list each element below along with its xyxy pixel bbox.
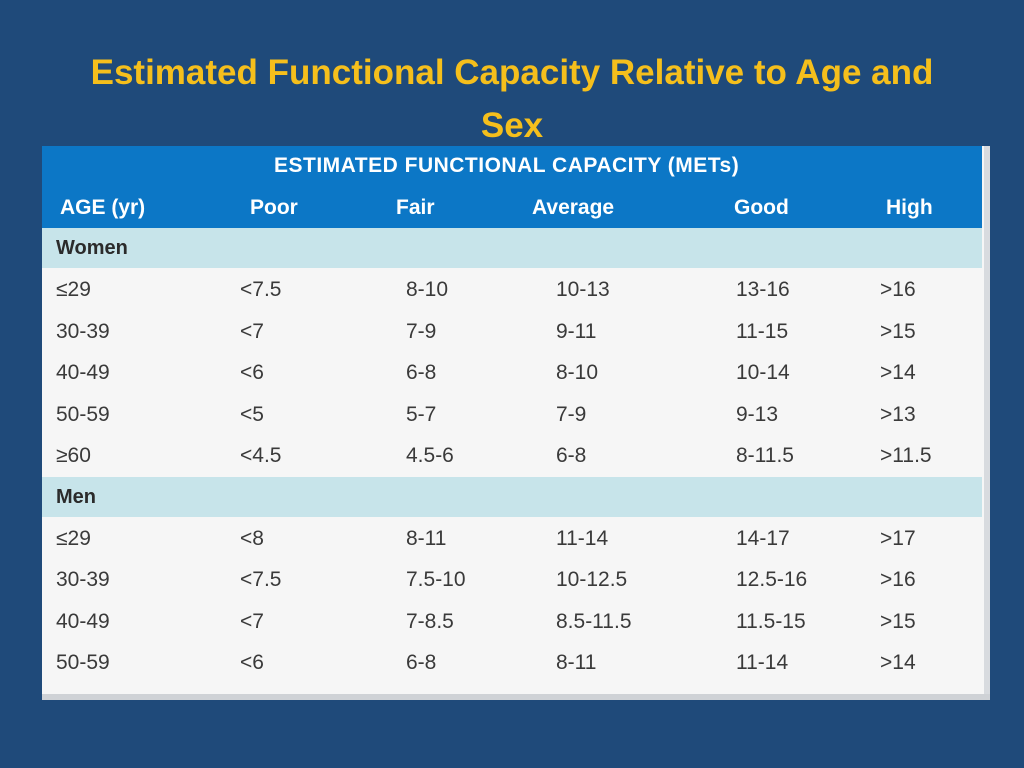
cell-high: >14 (880, 651, 916, 674)
cell-age: 40-49 (56, 361, 110, 384)
cell-high: >17 (880, 526, 916, 550)
cell-poor: <7 (240, 319, 264, 343)
cell-age: ≥60 (56, 444, 91, 467)
cell-average: 8-10 (556, 361, 599, 384)
table-group-header: ESTIMATED FUNCTIONAL CAPACITY (METs) (274, 154, 740, 177)
cell-age: 30-39 (56, 568, 110, 591)
cell-fair: 8-11 (406, 526, 447, 550)
cell-average: 7-9 (556, 402, 587, 426)
section-label: Men (56, 485, 96, 508)
cell-average: 10-12.5 (556, 568, 628, 591)
cell-high: >16 (880, 568, 916, 591)
cell-good: 8-11.5 (736, 444, 794, 467)
cell-poor: <7.5 (240, 568, 282, 591)
column-header-average: Average (532, 196, 615, 219)
cell-age: 50-59 (56, 651, 110, 674)
cell-fair: 7-9 (406, 319, 437, 343)
cell-fair: 5-7 (406, 402, 437, 426)
cell-good: 14-17 (736, 526, 790, 550)
cell-good: 10-14 (736, 361, 790, 384)
table-row: 30-39 <7.5 7.5-10 10-12.5 12.5-16 >16 (42, 559, 982, 600)
cell-age: ≤29 (56, 278, 91, 301)
table-row: 40-49 <7 7-8.5 8.5-11.5 11.5-15 >15 (42, 601, 982, 642)
cell-good: 11-15 (736, 319, 789, 343)
cell-average: 8.5-11.5 (556, 609, 632, 633)
cell-age: 50-59 (56, 402, 110, 426)
cell-good: 9-13 (736, 402, 779, 426)
cell-fair: 6-8 (406, 361, 437, 384)
cell-poor: <5 (240, 402, 264, 426)
table-header: ESTIMATED FUNCTIONAL CAPACITY (METs) AGE… (42, 146, 982, 228)
column-header-poor: Poor (250, 196, 298, 219)
table-row: ≥60 <4.5 4.5-6 6-8 8-11.5 >11.5 (42, 435, 982, 476)
table-row: ≤29 <7.5 8-10 10-13 13-16 >16 (42, 269, 982, 310)
cell-average: 9-11 (556, 319, 597, 343)
cell-fair: 8-10 (406, 278, 449, 301)
cell-high: >16 (880, 278, 916, 301)
column-header-good: Good (734, 196, 789, 219)
cell-high: >14 (880, 361, 916, 384)
cell-good: 13-16 (736, 278, 790, 301)
cell-average: 10-13 (556, 278, 610, 301)
metabolic-capacity-table: ESTIMATED FUNCTIONAL CAPACITY (METs) AGE… (42, 146, 990, 700)
cell-high: >11.5 (880, 444, 932, 467)
cell-poor: <7.5 (240, 278, 282, 301)
section-band: Women (42, 228, 982, 268)
table-row: 40-49 <6 6-8 8-10 10-14 >14 (42, 352, 982, 393)
cell-good: 11.5-15 (736, 609, 806, 633)
cell-average: 11-14 (556, 526, 609, 550)
table-row: 50-59 <6 6-8 8-11 11-14 >14 (42, 642, 982, 683)
table-row: 30-39 <7 7-9 9-11 11-15 >15 (42, 311, 982, 352)
column-header-age: AGE (yr) (60, 196, 146, 219)
cell-age: 40-49 (56, 609, 110, 633)
section-band: Men (42, 476, 982, 517)
cell-fair: 6-8 (406, 651, 437, 674)
cell-poor: <6 (240, 361, 264, 384)
cell-poor: <6 (240, 651, 264, 674)
section-label: Women (56, 237, 128, 259)
table-row: 50-59 <5 5-7 7-9 9-13 >13 (42, 394, 982, 435)
cell-poor: <7 (240, 609, 264, 633)
cell-good: 12.5-16 (736, 568, 808, 591)
cell-fair: 7-8.5 (406, 609, 454, 633)
cell-high: >13 (880, 402, 916, 426)
cell-fair: 7.5-10 (406, 568, 466, 591)
column-header-fair: Fair (396, 196, 435, 219)
cell-good: 11-14 (736, 651, 789, 674)
column-header-high: High (886, 196, 933, 219)
cell-age: 30-39 (56, 319, 110, 343)
cell-average: 6-8 (556, 444, 587, 467)
cell-poor: <4.5 (240, 444, 282, 467)
table-row: ≤29 <8 8-11 11-14 14-17 >17 (42, 518, 982, 559)
cell-fair: 4.5-6 (406, 444, 454, 467)
cell-high: >15 (880, 609, 916, 633)
cell-poor: <8 (240, 526, 264, 550)
cell-high: >15 (880, 319, 916, 343)
cell-age: ≤29 (56, 526, 91, 550)
slide-title: Estimated Functional Capacity Relative t… (90, 53, 934, 145)
cell-average: 8-11 (556, 651, 597, 674)
